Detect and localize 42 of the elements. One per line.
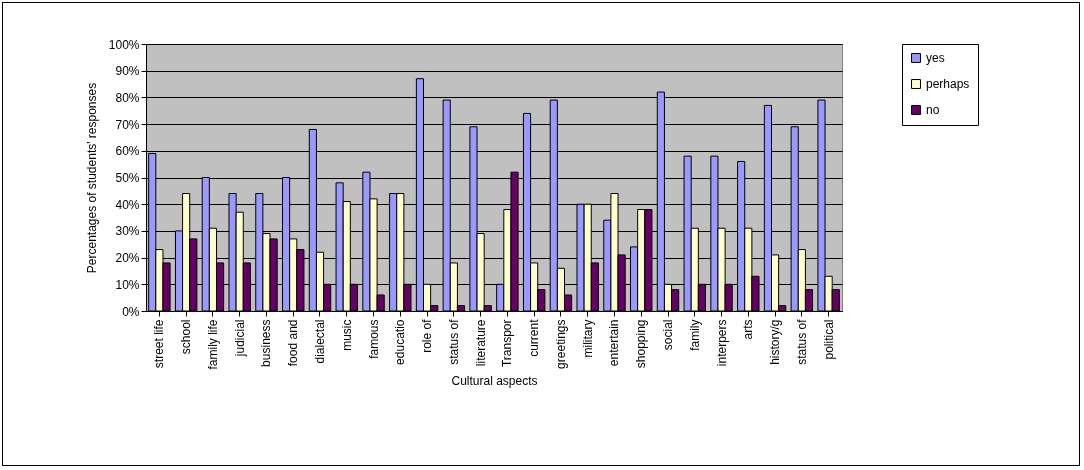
x-tick-label: entertain <box>607 319 622 367</box>
y-tick-label: 50% <box>115 171 140 185</box>
y-tick-label: 40% <box>115 197 140 212</box>
x-tick-label: current <box>527 318 542 357</box>
x-tick-label: family <box>687 319 702 351</box>
x-tick-label: arts <box>741 319 756 340</box>
x-tick-label: greetings <box>553 319 568 369</box>
x-tick-label: Transpor <box>500 319 515 368</box>
x-tick-label: history/g <box>768 319 783 365</box>
y-tick-label: 10% <box>115 277 140 292</box>
y-tick-label: 20% <box>115 251 140 266</box>
y-tick-label: 0% <box>122 304 140 319</box>
x-tick-label: role of <box>420 318 435 353</box>
x-tick-label: military <box>580 319 595 358</box>
x-tick-label: status of <box>446 318 461 365</box>
x-tick-label: interpers <box>714 319 729 367</box>
x-tick-label: famous <box>366 319 381 359</box>
x-tick-label: family life <box>205 319 220 370</box>
x-tick-label: dialectal <box>313 319 327 364</box>
x-tick-label: school <box>179 319 194 355</box>
y-tick-label: 80% <box>115 90 140 105</box>
y-tick-label: 60% <box>115 144 140 159</box>
x-tick-label: business <box>259 319 274 367</box>
x-tick-label: social <box>661 319 675 351</box>
x-axis-title: Cultural aspects <box>451 373 538 388</box>
legend-label: no <box>926 103 940 117</box>
y-tick-label: 100% <box>108 37 140 52</box>
x-tick-label: food and <box>286 319 301 367</box>
y-tick-label: 30% <box>115 224 140 239</box>
legend-label: yes <box>926 51 945 65</box>
x-tick-label: status of <box>794 318 809 365</box>
legend-label: perhaps <box>926 77 970 91</box>
x-tick-label: music <box>339 319 354 351</box>
x-tick-label: street life <box>152 319 167 369</box>
x-tick-label: political <box>821 319 836 360</box>
x-tick-label: shopping <box>634 319 649 369</box>
x-tick-label: educatio <box>393 319 408 365</box>
x-tick-label: literature <box>473 319 488 367</box>
y-tick-label: 70% <box>115 117 140 132</box>
y-tick-label: 90% <box>115 64 140 79</box>
x-tick-label: judicial <box>232 319 247 358</box>
y-axis-title: Percentages of students' responses <box>84 82 99 274</box>
